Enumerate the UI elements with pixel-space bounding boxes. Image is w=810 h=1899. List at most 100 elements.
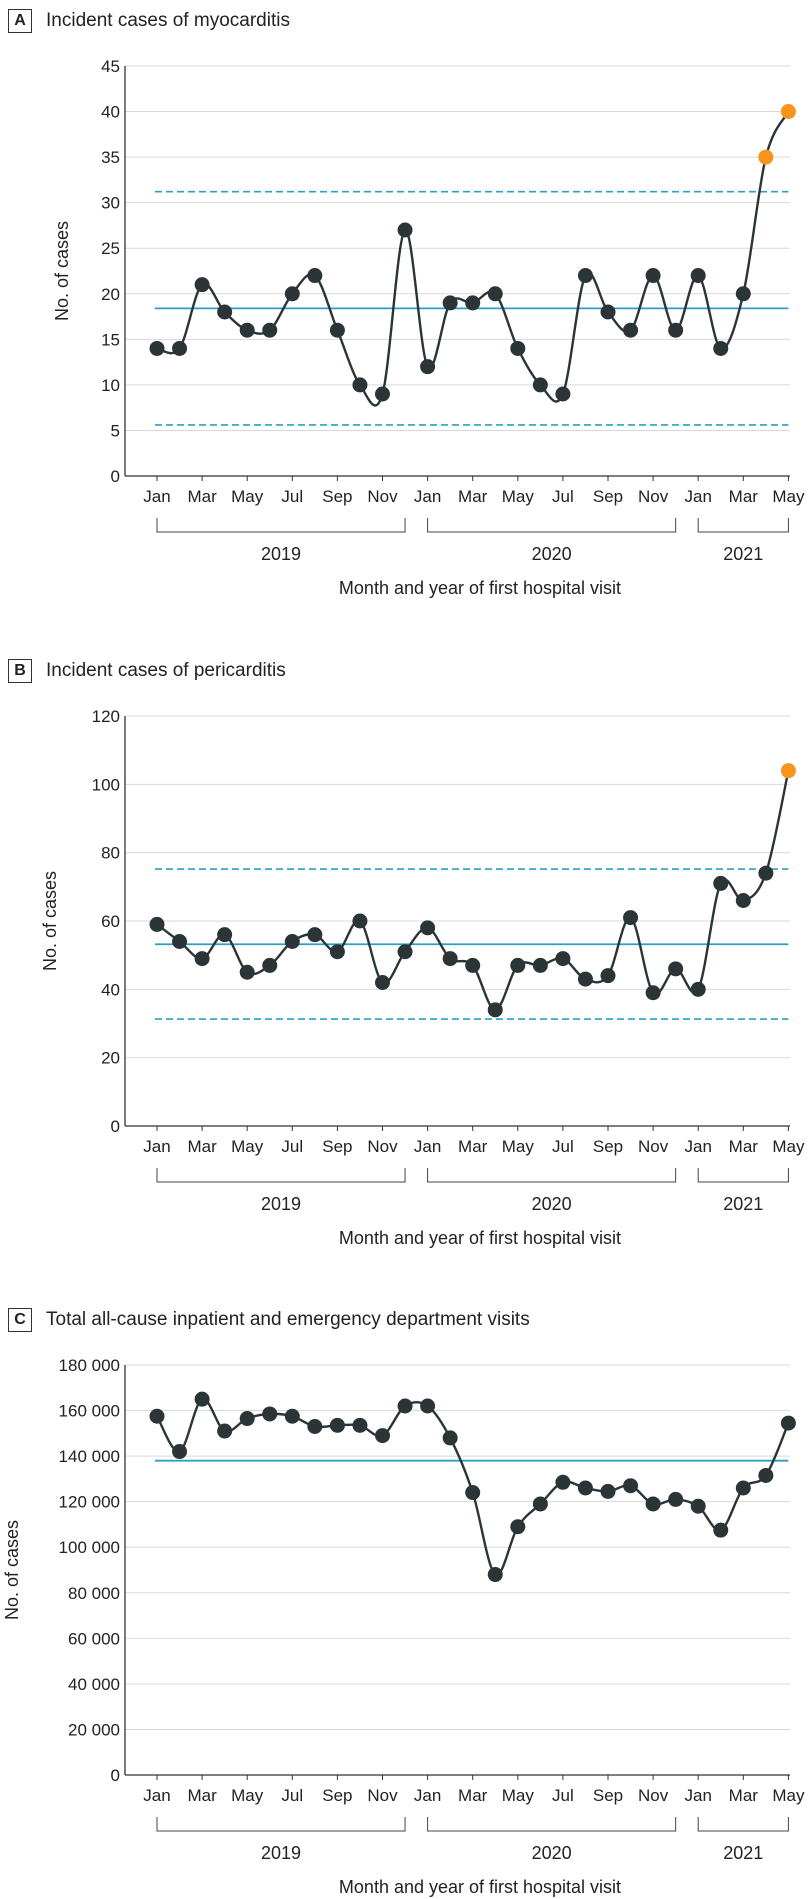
data-point (307, 268, 323, 284)
panel-c: C Total all-cause inpatient and emergenc… (0, 1299, 810, 1899)
year-bracket (697, 518, 789, 533)
signal-point (758, 149, 774, 165)
y-tick-label: 20 000 (68, 1720, 120, 1739)
data-point (420, 920, 436, 936)
y-tick-label: 120 000 (59, 1493, 120, 1512)
x-tick-label: Sep (322, 1137, 352, 1156)
x-tick-label: Nov (367, 487, 398, 506)
data-point (262, 322, 278, 338)
x-tick-label: Mar (458, 1137, 488, 1156)
data-point (735, 1480, 751, 1496)
data-point (397, 944, 413, 960)
data-point (713, 1522, 729, 1538)
data-point (149, 916, 165, 932)
y-tick-label: 35 (101, 148, 120, 167)
x-tick-label: Mar (187, 1137, 217, 1156)
data-point (329, 322, 345, 338)
signal-point (780, 104, 796, 120)
myocarditis-chart: 0 5 10 15 20 25 30 35 40 45 Jan Mar May Jul Sep Nov Jan M… (52, 57, 805, 598)
x-tick-label: Jan (684, 1786, 711, 1805)
data-point (532, 377, 548, 393)
x-tick-label: May (772, 1786, 805, 1805)
year-bracket (697, 1168, 789, 1183)
data-point (307, 1419, 323, 1434)
data-point (577, 1480, 593, 1496)
data-point (329, 944, 345, 960)
y-tick-label: 10 (101, 376, 120, 395)
data-point (352, 377, 368, 393)
data-point (532, 957, 548, 973)
x-tick-label: Jan (684, 1137, 711, 1156)
year-bracket (156, 1168, 406, 1183)
x-tick-label: Nov (638, 487, 669, 506)
year-bracket (427, 1817, 677, 1832)
panel-a: A Incident cases of myocarditis 0 5 10 15 20… (0, 0, 810, 600)
data-point (690, 981, 706, 997)
x-tick-label: Jan (414, 1786, 441, 1805)
data-point (690, 268, 706, 284)
data-point (397, 222, 413, 238)
data-point (352, 913, 368, 929)
x-tick-label: Sep (593, 487, 623, 506)
series-line (156, 110, 790, 407)
x-tick-label: Jul (281, 487, 303, 506)
y-tick-label: 80 000 (68, 1584, 120, 1603)
y-tick-label: 45 (101, 57, 120, 76)
data-point (307, 927, 323, 943)
data-point (217, 1423, 233, 1439)
data-point (487, 1002, 503, 1018)
x-tick-label: May (231, 1137, 264, 1156)
data-point (149, 340, 165, 356)
data-point (262, 1406, 278, 1422)
data-point (623, 910, 639, 926)
data-point (352, 1417, 368, 1433)
data-point (645, 268, 661, 284)
x-tick-label: Jan (143, 1786, 170, 1805)
data-point (194, 951, 210, 967)
x-tick-label: Jul (281, 1786, 303, 1805)
panel-b-header: B Incident cases of pericarditis (8, 658, 286, 684)
year-bracket (156, 1817, 406, 1832)
panel-letter: B (8, 659, 32, 683)
year-label: 2021 (723, 1843, 763, 1863)
y-tick-label: 0 (111, 1117, 120, 1136)
data-point (375, 1428, 390, 1444)
x-tick-label: May (231, 487, 264, 506)
data-point (623, 1478, 639, 1494)
data-point (420, 1398, 436, 1414)
y-tick-label: 60 000 (68, 1629, 120, 1648)
x-tick-label: Sep (322, 1786, 352, 1805)
data-point (645, 1496, 661, 1512)
data-point (217, 304, 233, 320)
x-tick-label: Mar (187, 1786, 217, 1805)
x-tick-label: Jul (281, 1137, 303, 1156)
pericarditis-chart: 0 20 40 60 80 100 120 Jan Mar May Jul Sep Nov Jan Mar M… (40, 707, 805, 1248)
x-axis-title: Month and year of first hospital visit (339, 578, 621, 598)
x-tick-label: Jan (143, 1137, 170, 1156)
x-tick-label: Jul (552, 487, 574, 506)
y-tick-label: 180 000 (59, 1356, 120, 1375)
year-label: 2021 (723, 544, 763, 564)
panel-c-header: C Total all-cause inpatient and emergenc… (8, 1307, 530, 1333)
data-point (375, 386, 390, 402)
year-label: 2019 (261, 1194, 301, 1214)
data-point (713, 875, 729, 891)
data-point (420, 359, 436, 375)
data-point (465, 295, 481, 311)
data-point (510, 957, 526, 973)
x-tick-label: Jan (414, 1137, 441, 1156)
data-point (465, 1485, 481, 1501)
data-point (735, 893, 751, 908)
x-tick-label: Sep (593, 1786, 623, 1805)
data-point (442, 295, 458, 311)
data-point (487, 286, 503, 302)
data-point (532, 1496, 548, 1512)
y-tick-label: 100 000 (59, 1538, 120, 1557)
year-label: 2020 (532, 1194, 572, 1214)
x-axis-title: Month and year of first hospital visit (339, 1228, 621, 1248)
data-point (510, 1519, 526, 1535)
data-point (172, 934, 188, 949)
x-tick-label: Jul (552, 1137, 574, 1156)
x-axis-title: Month and year of first hospital visit (339, 1877, 621, 1897)
y-tick-label: 40 (101, 980, 120, 999)
